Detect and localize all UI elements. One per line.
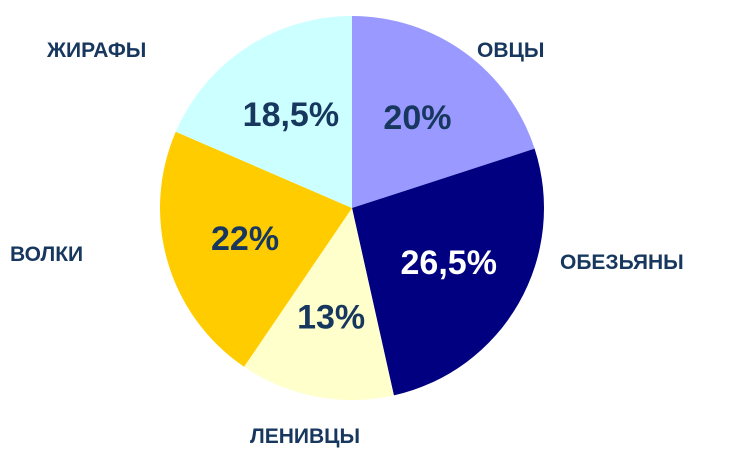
pie-slice-monkeys: [352, 148, 544, 396]
pie-slice-wolves: [159, 131, 352, 367]
slice-value-label-sloths: 13%: [297, 298, 365, 336]
category-label-giraffes: ЖИРАФЫ: [47, 39, 147, 62]
pie-slice-giraffes: [175, 16, 352, 208]
category-label-sloths: ЛЕНИВЦЫ: [250, 425, 361, 448]
category-label-wolves: ВОЛКИ: [10, 243, 84, 266]
slice-value-label-giraffes: 18,5%: [243, 96, 339, 134]
slice-value-label-sheep: 20%: [383, 99, 451, 137]
slice-value-label-wolves: 22%: [211, 220, 279, 258]
pie-slice-sloths: [244, 208, 394, 401]
pie-slice-sheep: [352, 16, 535, 208]
category-label-monkeys: ОБЕЗЬЯНЫ: [560, 251, 684, 274]
category-label-sheep: ОВЦЫ: [477, 39, 545, 62]
slice-value-label-monkeys: 26,5%: [401, 244, 497, 282]
